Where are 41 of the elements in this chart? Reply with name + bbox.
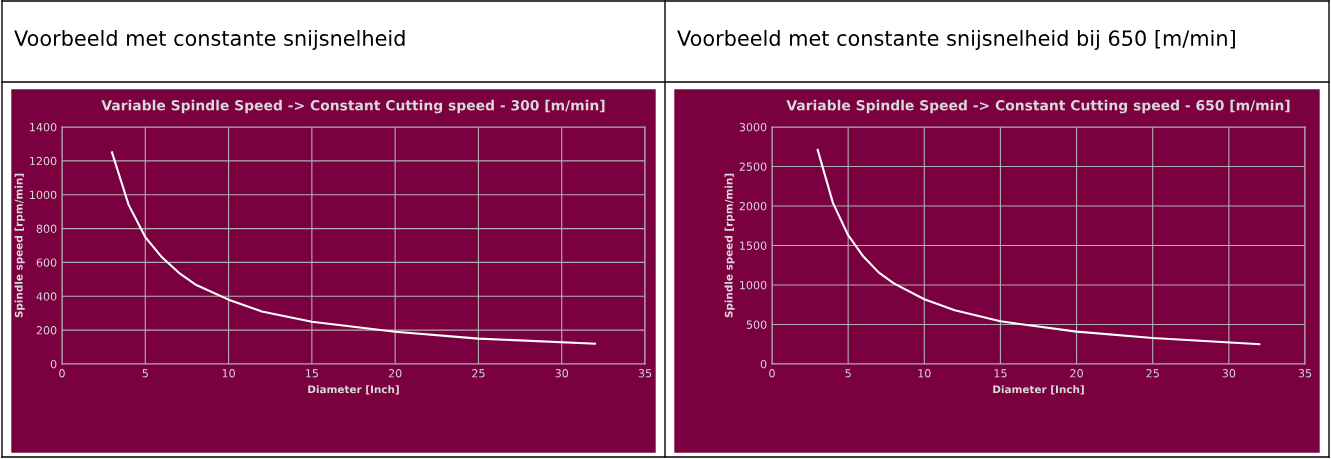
y-tick-label: 1500 bbox=[740, 241, 767, 250]
y-tick-label: 200 bbox=[36, 326, 57, 335]
x-tick-label: 15 bbox=[306, 369, 318, 378]
y-tick-label: 800 bbox=[36, 224, 57, 233]
chart-title: Variable Spindle Speed -> Constant Cutting speed - 300 [m/min] bbox=[101, 99, 605, 114]
line-series bbox=[816, 148, 1261, 346]
text: Voorbeeld met constante snijsnelheid bij 650 [m/min] bbox=[677, 29, 1235, 51]
x-tick-label: 35 bbox=[638, 369, 652, 378]
y-axis-title: Spindle speed [rpm/min] bbox=[724, 173, 735, 318]
x-tick-label: 15 bbox=[994, 369, 1007, 378]
x-tick-label: 0 bbox=[769, 369, 775, 378]
y-tick-label: 0 bbox=[760, 359, 767, 369]
text: Voorbeeld met constante snijsnelheid bbox=[14, 29, 405, 51]
x-tick-label: 10 bbox=[918, 369, 931, 378]
line-series bbox=[110, 151, 597, 345]
y-tick-label: 2500 bbox=[739, 162, 767, 171]
x-tick-label: 10 bbox=[222, 369, 235, 378]
x-tick-label: 20 bbox=[388, 369, 402, 378]
x-tick-label: 30 bbox=[1222, 369, 1236, 378]
y-tick-label: 1200 bbox=[30, 156, 57, 166]
y-tick-label: 400 bbox=[36, 292, 57, 301]
x-axis-title: Diameter [Inch] bbox=[993, 385, 1084, 395]
x-tick-label: 25 bbox=[1146, 369, 1159, 378]
x-axis-title: Diameter [Inch] bbox=[308, 385, 399, 395]
x-tick-label: 0 bbox=[59, 369, 65, 378]
y-tick-label: 0 bbox=[50, 359, 57, 369]
y-tick-label: 500 bbox=[746, 320, 767, 329]
chart-title: Variable Spindle Speed -> Constant Cutting speed - 650 [m/min] bbox=[786, 99, 1290, 114]
x-tick-label: 20 bbox=[1070, 369, 1083, 378]
x-tick-label: 35 bbox=[1298, 369, 1312, 378]
y-tick-label: 600 bbox=[36, 258, 57, 267]
y-tick-label: 3000 bbox=[739, 122, 767, 132]
x-tick-label: 25 bbox=[472, 369, 485, 378]
x-tick-label: 5 bbox=[142, 369, 148, 378]
y-tick-label: 2000 bbox=[739, 201, 767, 211]
y-tick-label: 1000 bbox=[30, 190, 57, 200]
y-tick-label: 1400 bbox=[30, 122, 57, 132]
x-tick-label: 30 bbox=[555, 369, 569, 378]
x-tick-label: 5 bbox=[845, 369, 851, 378]
y-tick-label: 1000 bbox=[740, 280, 767, 290]
y-axis-title: Spindle speed [rpm/min] bbox=[14, 173, 25, 318]
